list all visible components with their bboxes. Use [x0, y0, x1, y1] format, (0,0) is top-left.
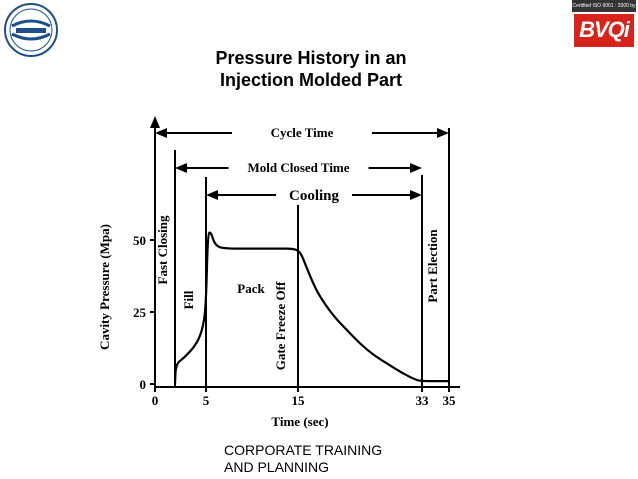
span-label-bg [232, 122, 372, 137]
marker-label: Part Election [425, 229, 440, 303]
y-tick-label: 50 [133, 233, 146, 248]
span-label-bg [276, 183, 352, 201]
x-tick-label: 5 [203, 393, 210, 408]
y-axis-arrow [150, 116, 160, 128]
span-arrow-right [410, 163, 422, 173]
y-axis-label: Cavity Pressure (Mpa) [97, 224, 112, 350]
span-label: Mold Closed Time [247, 160, 349, 175]
span-arrow-right [437, 128, 449, 138]
footer-caption: CORPORATE TRAINING AND PLANNING [224, 442, 382, 476]
x-axis-label: Time (sec) [271, 414, 328, 429]
footer-line1: CORPORATE TRAINING [224, 442, 383, 458]
x-tick-label: 35 [443, 393, 457, 408]
span-label: Cycle Time [271, 125, 334, 140]
x-tick-label: 15 [292, 393, 306, 408]
pressure-curve [173, 231, 449, 385]
x-tick-label: 0 [152, 393, 159, 408]
marker-label: Gate Freeze Off [273, 281, 288, 370]
y-tick-label: 25 [133, 305, 147, 320]
pack-label: Pack [237, 281, 265, 296]
span-label: Cooling [289, 188, 340, 204]
bvqi-brand-text: BVQi [579, 17, 630, 42]
chart-title-line1: Pressure History in an [215, 48, 406, 68]
bvqi-brand-box: BVQi [574, 14, 634, 47]
x-tick-label: 33 [416, 393, 430, 408]
cipet-logo [2, 2, 62, 58]
marker-label: Fill [181, 290, 196, 309]
span-arrow-left [175, 163, 187, 173]
y-tick-label: 0 [140, 377, 147, 392]
span-arrow-right [410, 190, 422, 200]
footer-line2: AND PLANNING [224, 459, 330, 475]
span-arrow-left [206, 190, 218, 200]
chart-title-line2: Injection Molded Part [220, 70, 402, 90]
bvqi-logo: Certified ISO 9001 : 2000 by BVQi [572, 0, 636, 48]
bvqi-cert-text: Certified ISO 9001 : 2000 by [572, 0, 636, 12]
span-arrow-left [155, 128, 167, 138]
marker-label: Fast Closing [155, 215, 170, 284]
span-label-bg [228, 157, 369, 172]
